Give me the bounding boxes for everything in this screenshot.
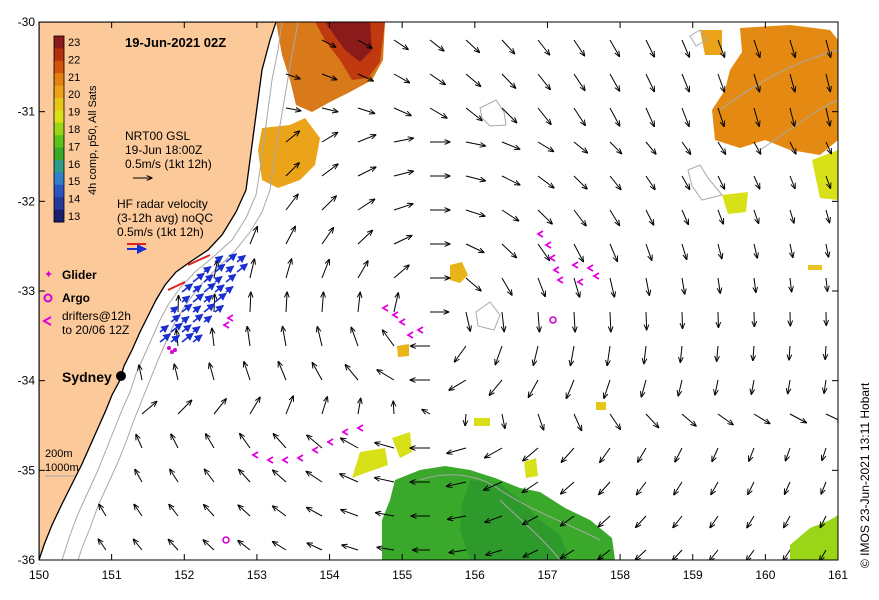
y-tick-label: -36 <box>18 553 36 567</box>
x-tick-label: 156 <box>465 568 485 582</box>
city-label: Sydney <box>62 369 112 385</box>
argo-label: Argo <box>62 291 90 305</box>
colorbar-tick: 15 <box>68 176 80 188</box>
y-tick-label: -32 <box>18 194 36 208</box>
colorbar-tick: 14 <box>68 194 80 206</box>
colorbar-tick: 23 <box>68 37 80 49</box>
x-tick-label: 151 <box>102 568 122 582</box>
drifters-line2: to 20/06 12Z <box>62 323 129 337</box>
credit-text: © IMOS 23-Jun-2021 13:11 Hobart <box>858 382 872 568</box>
drifters-line1: drifters@12h <box>62 309 131 323</box>
nrt-line1: NRT00 GSL <box>125 129 190 143</box>
y-tick-label: -33 <box>18 284 36 298</box>
colorbar-tick: 13 <box>68 211 80 223</box>
map-title: 19-Jun-2021 02Z <box>125 35 226 50</box>
x-tick-label: 152 <box>174 568 194 582</box>
y-tick-label: -31 <box>18 105 36 119</box>
colorbar-tick: 18 <box>68 124 80 136</box>
hf-line1: HF radar velocity <box>117 197 208 211</box>
glider-track <box>167 346 177 354</box>
colorbar-tick: 21 <box>68 72 80 84</box>
depth2-label: 1000m <box>45 462 79 474</box>
hf-line2: (3-12h avg) noQC <box>117 211 213 225</box>
sydney-marker <box>116 371 126 381</box>
y-axis: -30 -31 -32 -33 -34 -35 -36 <box>18 15 838 567</box>
hf-radar-arrows <box>159 253 249 343</box>
nrt-line2: 19-Jun 18:00Z <box>125 143 202 157</box>
y-tick-label: -30 <box>18 15 36 29</box>
drifter-icon <box>41 316 52 326</box>
x-tick-label: 161 <box>828 568 848 582</box>
x-tick-label: 159 <box>683 568 703 582</box>
argo-icon <box>43 293 53 303</box>
x-tick-label: 153 <box>247 568 267 582</box>
nrt-line3: 0.5m/s (1kt 12h) <box>125 157 212 171</box>
y-tick-label: -34 <box>18 374 36 388</box>
nrt-legend: NRT00 GSL 19-Jun 18:00Z 0.5m/s (1kt 12h) <box>125 129 212 178</box>
depth1-label: 200m <box>45 448 73 460</box>
x-tick-label: 150 <box>29 568 49 582</box>
hf-legend: HF radar velocity (3-12h avg) noQC 0.5m/… <box>117 197 213 254</box>
depth-legend: 200m 1000m <box>45 448 79 477</box>
colorbar: 23 22 21 20 19 18 17 16 15 14 13 4h comp, p50, All… <box>53 35 99 223</box>
current-arrows <box>98 39 838 560</box>
colorbar-tick: 19 <box>68 107 80 119</box>
x-tick-label: 158 <box>610 568 630 582</box>
colorbar-tick: 16 <box>68 159 80 171</box>
argo-markers <box>222 316 557 544</box>
x-tick-label: 157 <box>537 568 557 582</box>
x-tick-label: 154 <box>320 568 340 582</box>
colorbar-label: 4h comp, p50, All Sats <box>87 85 99 195</box>
hf-line3: 0.5m/s (1kt 12h) <box>117 225 204 239</box>
colorbar-tick: 20 <box>68 89 80 101</box>
y-tick-label: -35 <box>18 463 36 477</box>
x-tick-label: 155 <box>392 568 412 582</box>
colorbar-tick: 22 <box>68 54 80 66</box>
colorbar-tick: 17 <box>68 141 80 153</box>
x-axis: 150 151 152 153 154 155 156 157 158 159 160 161 <box>29 22 848 582</box>
drifter-markers <box>222 230 600 464</box>
land-australia <box>39 22 277 560</box>
glider-label: Glider <box>62 268 97 282</box>
glider-icon: ✦ <box>44 269 53 281</box>
x-tick-label: 160 <box>755 568 775 582</box>
obs-legend: ✦ Glider Argo drifters@12h to 20/06 12Z <box>41 268 131 337</box>
